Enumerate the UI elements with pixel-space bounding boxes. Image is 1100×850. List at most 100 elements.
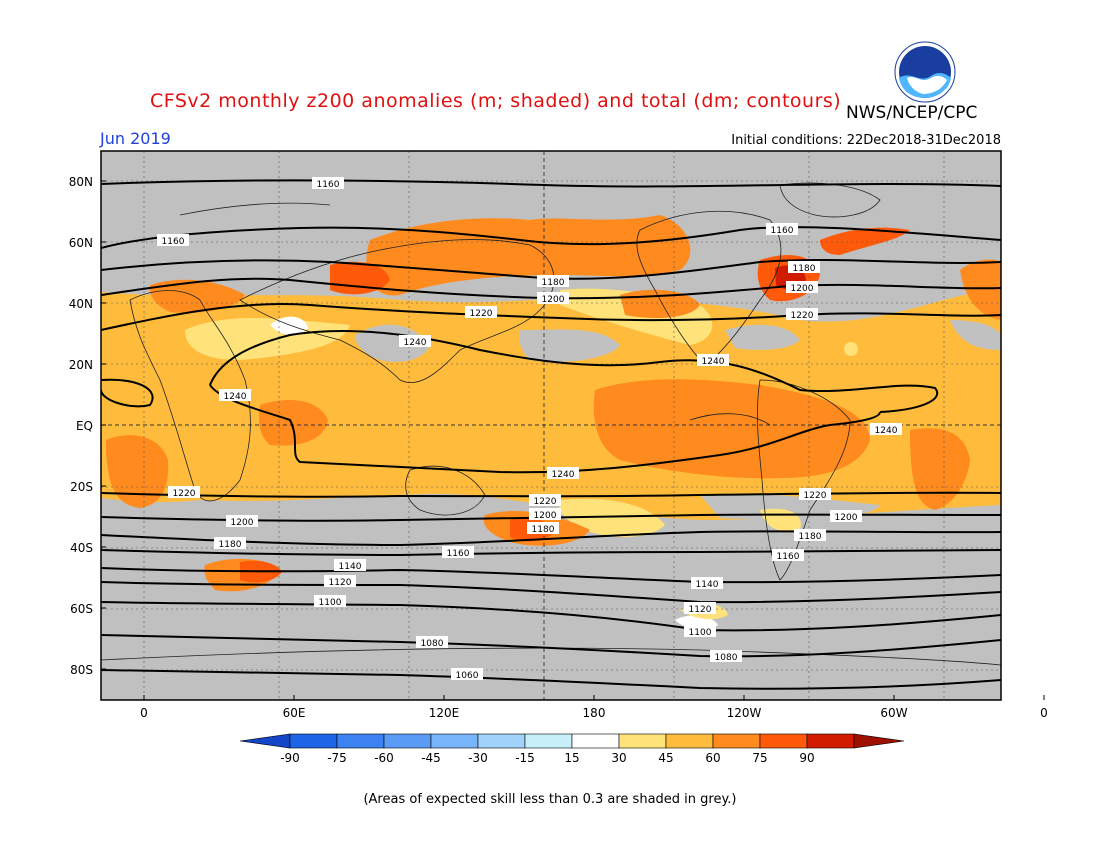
contour-1140 — [101, 567, 1001, 584]
colorbar-tick-label: -90 — [280, 751, 300, 765]
colorbar-swatch — [524, 733, 573, 749]
contour-label-bg — [416, 636, 448, 648]
contour-1160 — [101, 226, 1001, 249]
contour-1080 — [101, 634, 1001, 658]
colorbar-swatch — [383, 733, 432, 749]
contour-label: 1180 — [793, 264, 816, 274]
lon-tick-label: 120W — [727, 706, 762, 720]
chart-title: CFSv2 monthly z200 anomalies (m; shaded)… — [150, 90, 842, 112]
contour-label: 1180 — [532, 525, 555, 535]
anomaly-45-60-north-asia — [366, 215, 691, 296]
anomaly-45-60-atlantic-north — [960, 259, 1001, 320]
colorbar-tick-label: -45 — [421, 751, 441, 765]
contour-label-bg — [529, 508, 561, 520]
lon-tick-label: 0 — [1040, 706, 1048, 720]
contour-label: 1200 — [835, 513, 858, 523]
longitude-axis: 0 60E 120E 180 120W 60W 0 — [140, 695, 1048, 720]
colorbar-swatch — [806, 733, 855, 749]
colorbar-tick-label: -75 — [327, 751, 347, 765]
contour-1240-south — [209, 384, 881, 474]
grey-hole-india — [355, 324, 430, 362]
lat-tick-label: 60S — [70, 602, 93, 616]
anomaly-60-75-greenland — [820, 227, 910, 255]
forecast-month: Jun 2019 — [100, 129, 171, 148]
contour-label-bg — [830, 510, 862, 522]
contour-label-bg — [766, 223, 798, 235]
colorbar-tick-label: 45 — [658, 751, 673, 765]
contour-label: 1200 — [542, 295, 565, 305]
anomaly-45-60-europe — [149, 279, 245, 313]
colorbar-swatch — [289, 733, 338, 749]
colorbar-swatch — [477, 733, 526, 749]
contour-label-bg — [334, 559, 366, 571]
agency-label: NWS/NCEP/CPC — [846, 103, 978, 123]
contour-label-bg — [168, 486, 200, 498]
colorbar-tick-label: 30 — [611, 751, 626, 765]
lat-tick-label: 20S — [70, 480, 93, 494]
colorbar-swatch — [759, 733, 808, 749]
lat-tick-label: 80S — [70, 663, 93, 677]
contour-label: 1200 — [231, 518, 254, 528]
grey-hole-pacific-north — [519, 329, 620, 362]
anomaly-15-30-south-pacific — [558, 498, 665, 537]
contour-label: 1180 — [542, 278, 565, 288]
contour-1160-north — [101, 179, 1001, 188]
contour-label-bg — [788, 261, 820, 273]
grey-hole-atlantic — [725, 324, 800, 350]
lat-tick-label: 60N — [69, 236, 93, 250]
colorbar-left-arrow — [239, 733, 291, 749]
anomaly-45-60-atlantic-africa — [910, 428, 970, 510]
colorbar-swatch — [618, 733, 667, 749]
contour-label-bg — [710, 650, 742, 662]
lat-tick-label: 80N — [69, 175, 93, 189]
contour-label: 1240 — [875, 426, 898, 436]
contour-label-bg — [691, 577, 723, 589]
contour-label-bg — [314, 595, 346, 607]
contour-label: 1200 — [791, 284, 814, 294]
colorbar-swatch — [571, 733, 620, 749]
contour-label-bg — [772, 549, 804, 561]
contour-label-bg — [697, 354, 729, 366]
contour-label: 1220 — [804, 491, 827, 501]
lat-tick-label: 40N — [69, 297, 93, 311]
anomaly-15-30-north-africa — [185, 318, 350, 360]
contour-label: 1240 — [552, 470, 575, 480]
contour-label: 1140 — [339, 562, 362, 572]
contour-label: 1100 — [319, 598, 342, 608]
lon-tick-label: 0 — [140, 706, 148, 720]
contour-label: 1160 — [777, 552, 800, 562]
contour-1180-south — [101, 530, 1001, 547]
colorbar-swatch — [430, 733, 479, 749]
grid-lines — [101, 151, 1001, 700]
contour-label: 1220 — [791, 311, 814, 321]
contour-label-bg — [870, 423, 902, 435]
grey-hole-africa-north — [950, 320, 1001, 350]
initial-conditions: Initial conditions: 22Dec2018-31Dec2018 — [731, 133, 1001, 148]
anomaly-45-60-east-pacific — [593, 379, 870, 479]
latitude-axis: 80N 60N 40N 20N EQ 20S 40S 60S 80S — [69, 175, 106, 677]
contour-label-bg — [529, 494, 561, 506]
contour-label-bg — [684, 625, 716, 637]
noaa-logo-icon — [894, 41, 956, 103]
colorbar-tick-label: 90 — [799, 751, 814, 765]
contour-label: 1240 — [224, 392, 247, 402]
colorbar-right-arrow — [853, 733, 905, 749]
contour-label-bg — [799, 488, 831, 500]
colorbar-swatch — [665, 733, 714, 749]
contour-label: 1140 — [696, 580, 719, 590]
contour-label: 1120 — [689, 605, 712, 615]
contour-label-bg — [527, 522, 559, 534]
contour-1100 — [101, 601, 1001, 632]
colorbar-tick-label: 15 — [564, 751, 579, 765]
contour-label-bg — [537, 275, 569, 287]
colorbar-tick-label: -60 — [374, 751, 394, 765]
contour-label: 1220 — [173, 489, 196, 499]
colorbar-tick-label: 75 — [752, 751, 767, 765]
contour-1120 — [101, 581, 1001, 604]
contour-label-bg — [465, 306, 497, 318]
map-plot-area — [101, 151, 1001, 700]
contour-label: 1060 — [456, 671, 479, 681]
coastlines — [101, 182, 1001, 666]
contour-label-bg — [684, 602, 716, 614]
